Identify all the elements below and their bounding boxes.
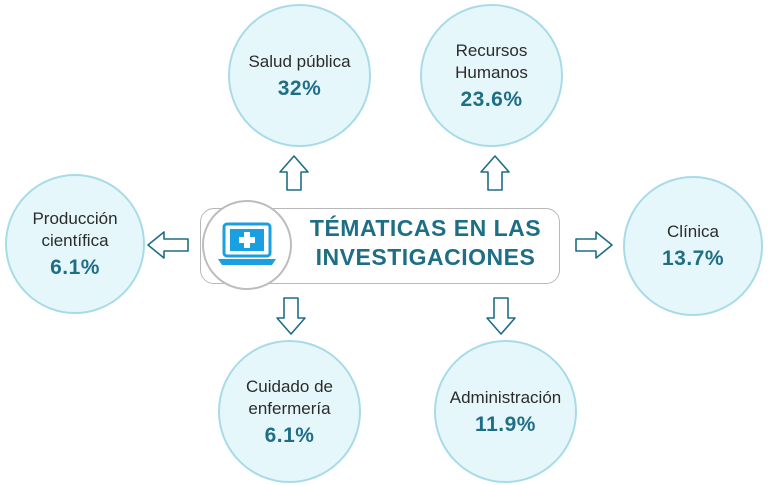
topic-produccion-cientifica: Producción científica 6.1% <box>5 174 145 314</box>
center-title: TÉMATICAS EN LAS INVESTIGACIONES <box>309 215 542 270</box>
arrow-up-icon <box>279 155 309 191</box>
topic-value: 6.1% <box>264 423 315 447</box>
topic-cuidado-enfermeria: Cuidado de enfermería 6.1% <box>218 340 361 483</box>
topic-administracion: Administración 11.9% <box>434 340 577 483</box>
topic-label: Producción científica <box>32 209 118 250</box>
arrow-left-icon <box>147 231 189 259</box>
topic-value: 11.9% <box>475 412 536 436</box>
topic-label: Cuidado de enfermería <box>246 376 333 418</box>
topic-value: 23.6% <box>460 87 523 111</box>
topic-value: 13.7% <box>661 247 725 270</box>
topic-label: Salud pública <box>248 51 351 71</box>
topic-clinica: Clínica 13.7% <box>623 176 763 316</box>
topic-label: Administración <box>449 387 562 407</box>
topic-value: 32% <box>277 76 322 100</box>
arrow-up-icon <box>480 155 510 191</box>
topic-salud-publica: Salud pública 32% <box>228 4 371 147</box>
topic-label: Clínica <box>667 222 719 241</box>
arrow-down-icon <box>276 297 306 335</box>
topic-recursos-humanos: Recursos Humanos 23.6% <box>420 4 563 147</box>
arrow-down-icon <box>486 297 516 335</box>
center-icon-circle <box>202 200 292 290</box>
topic-value: 6.1% <box>50 256 100 279</box>
arrow-right-icon <box>575 231 613 259</box>
topic-label: Recursos Humanos <box>455 40 528 82</box>
laptop-medical-icon <box>218 222 276 265</box>
